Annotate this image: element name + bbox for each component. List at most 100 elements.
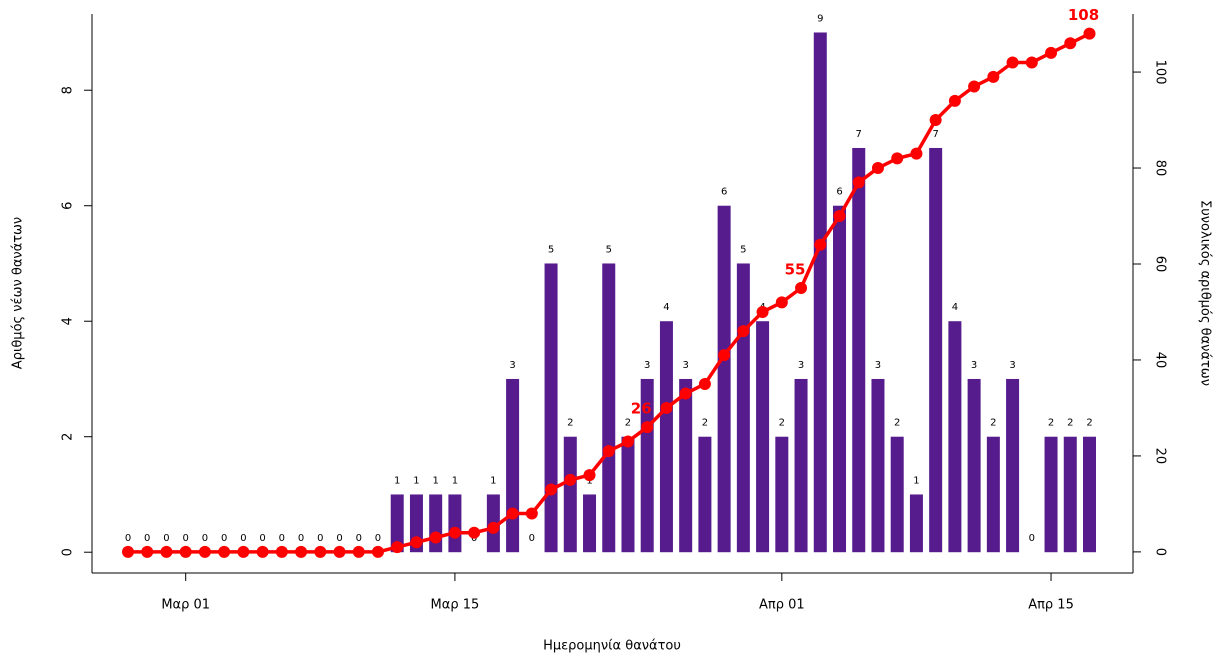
- y2-tick-label: 40: [1153, 352, 1168, 369]
- point: [506, 507, 519, 520]
- point: [237, 545, 250, 558]
- bar-label: 0: [183, 533, 189, 544]
- point: [718, 349, 731, 362]
- point: [141, 545, 154, 558]
- bar: [583, 494, 597, 553]
- point: [179, 545, 192, 558]
- bar-label: 1: [452, 475, 458, 486]
- bar: [775, 436, 789, 553]
- point: [737, 325, 750, 338]
- bar: [736, 263, 750, 553]
- bar: [544, 263, 558, 553]
- bar-label: 2: [567, 418, 573, 429]
- y2-axis-label: Συνολικός αριθμός θανάτων: [1198, 200, 1213, 386]
- bar: [794, 378, 808, 553]
- bar: [967, 378, 981, 553]
- y-tick-label: 8: [61, 86, 76, 94]
- point: [275, 545, 288, 558]
- point: [198, 545, 211, 558]
- bar: [852, 147, 866, 553]
- point: [410, 536, 423, 549]
- x-tick-label: Απρ 01: [759, 598, 805, 613]
- point: [295, 545, 308, 558]
- x-axis-label: Ημερομηνία θανάτου: [543, 639, 681, 654]
- y2-tick-label: 0: [1153, 548, 1168, 556]
- bar-label: 7: [856, 129, 862, 140]
- bar-label: 2: [990, 418, 996, 429]
- point: [468, 526, 481, 539]
- point: [852, 176, 865, 189]
- point: [545, 483, 558, 496]
- y-tick-label: 4: [61, 317, 76, 325]
- point: [814, 238, 827, 251]
- annotation: 26: [631, 400, 652, 418]
- bar-label: 0: [317, 533, 323, 544]
- bar: [698, 436, 712, 553]
- bar: [890, 436, 904, 553]
- point: [679, 387, 692, 400]
- bar-label: 1: [490, 475, 496, 486]
- bar-label: 0: [356, 533, 362, 544]
- bar-label: 0: [240, 533, 246, 544]
- bar-label: 2: [1048, 418, 1054, 429]
- bar: [948, 321, 962, 553]
- bar-label: 3: [509, 360, 515, 371]
- bar-label: 2: [894, 418, 900, 429]
- bar-label: 0: [336, 533, 342, 544]
- bar: [390, 494, 404, 553]
- point: [1006, 56, 1019, 69]
- point: [391, 541, 404, 554]
- bar-label: 6: [721, 187, 727, 198]
- point: [487, 521, 500, 534]
- point: [641, 421, 654, 434]
- bar: [986, 436, 1000, 553]
- bar-label: 4: [952, 302, 958, 313]
- bar: [833, 205, 847, 553]
- y-tick-label: 6: [61, 202, 76, 210]
- point: [160, 545, 173, 558]
- point: [833, 210, 846, 223]
- bar-label: 0: [298, 533, 304, 544]
- point: [795, 281, 808, 294]
- bar: [621, 436, 635, 553]
- bar-label: 3: [798, 360, 804, 371]
- x-tick-label: Απρ 15: [1028, 598, 1074, 613]
- point: [333, 545, 346, 558]
- point: [429, 531, 442, 544]
- y2-tick-label: 20: [1153, 448, 1168, 465]
- bar-label: 0: [125, 533, 131, 544]
- annotation: 55: [785, 260, 806, 278]
- x-tick-label: Μαρ 15: [431, 598, 480, 613]
- point: [564, 473, 577, 486]
- bar-label: 9: [817, 13, 823, 24]
- point: [756, 305, 769, 318]
- point: [1064, 37, 1077, 50]
- bar-label: 6: [836, 187, 842, 198]
- bar-label: 0: [144, 533, 150, 544]
- bar-label: 0: [202, 533, 208, 544]
- bar-label: 5: [548, 244, 554, 255]
- bar: [756, 321, 770, 553]
- bar-label: 3: [1009, 360, 1015, 371]
- annotation: 108: [1068, 6, 1099, 24]
- point: [583, 469, 596, 482]
- point: [987, 70, 1000, 83]
- point: [525, 507, 538, 520]
- bar: [429, 494, 443, 553]
- bar: [448, 494, 462, 553]
- bar: [1006, 378, 1020, 553]
- bar-label: 2: [625, 418, 631, 429]
- bar-label: 3: [971, 360, 977, 371]
- point: [1025, 56, 1038, 69]
- bar-label: 0: [529, 533, 535, 544]
- bar-label: 1: [413, 475, 419, 486]
- bar: [679, 378, 693, 553]
- bar-label: 3: [875, 360, 881, 371]
- bar-label: 7: [932, 129, 938, 140]
- bar-label: 0: [471, 533, 477, 544]
- bar: [1083, 436, 1096, 553]
- point: [968, 80, 981, 93]
- point: [621, 435, 634, 448]
- point: [352, 545, 365, 558]
- x-tick-label: Μαρ 01: [161, 598, 210, 613]
